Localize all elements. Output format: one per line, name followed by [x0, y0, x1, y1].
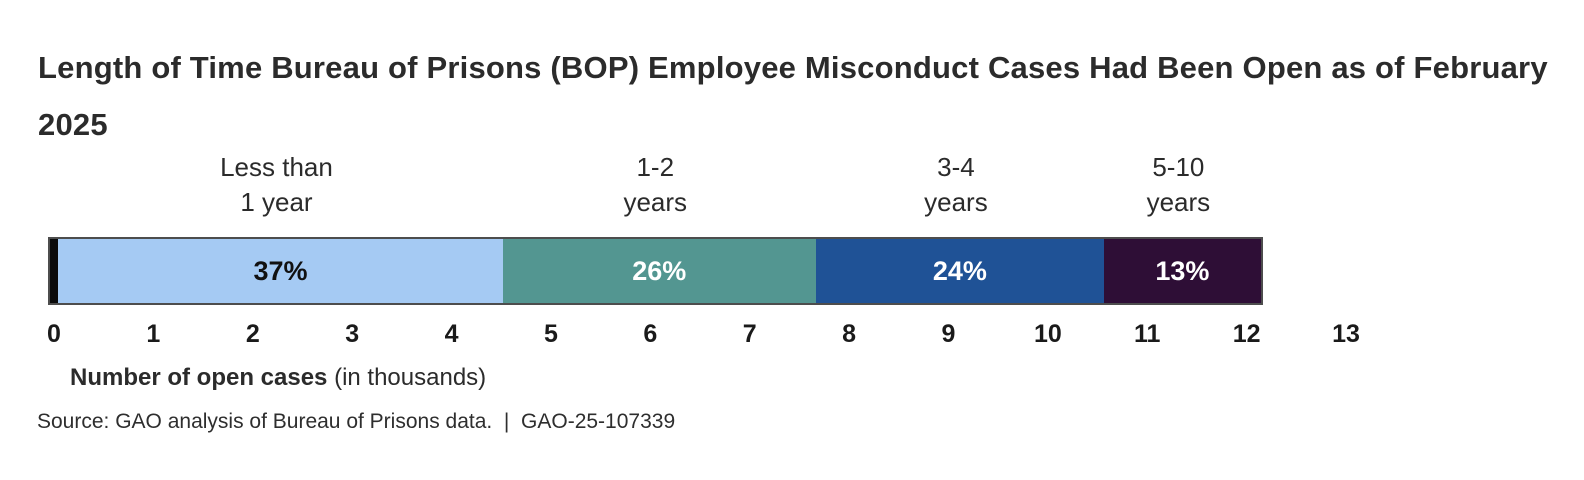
chart-title-line-1: Length of Time Bureau of Prisons (BOP) E…: [38, 49, 1548, 85]
segment-value-label: 37%: [253, 255, 308, 286]
category-label-less-than-1-year: Less than 1 year: [156, 150, 396, 220]
category-label-5-10-years: 5-10 years: [1058, 150, 1298, 220]
category-label-line: 3-4: [937, 152, 975, 182]
x-tick-12: 12: [1232, 320, 1261, 348]
x-tick-6: 6: [643, 320, 658, 348]
x-tick-2: 2: [245, 320, 260, 348]
x-tick-5: 5: [543, 320, 558, 348]
x-axis-label: Number of open cases (in thousands): [70, 364, 486, 392]
x-tick-0: 0: [47, 320, 61, 348]
category-label-line: years: [1146, 187, 1211, 217]
x-tick-13: 13: [1332, 320, 1360, 348]
category-label-3-4-years: 3-4 years: [836, 150, 1076, 220]
bar-segment-3-4-years: 24%: [815, 239, 1105, 303]
x-tick-8: 8: [842, 320, 857, 348]
x-tick-3: 3: [345, 320, 360, 348]
chart-title: Length of Time Bureau of Prisons (BOP) E…: [38, 39, 1558, 153]
x-axis-label-note: (in thousands): [327, 364, 487, 391]
x-tick-1: 1: [146, 320, 161, 348]
category-label-line: Less than: [220, 152, 333, 182]
segment-value-label: 24%: [932, 255, 987, 286]
x-tick-11: 11: [1134, 320, 1161, 348]
category-label-1-2-years: 1-2 years: [535, 150, 775, 220]
segment-value-label: 26%: [632, 255, 687, 286]
axis-zero-marker: [50, 239, 58, 303]
bar-segment-less-than-1-year: 37%: [58, 239, 503, 303]
x-tick-10: 10: [1033, 320, 1062, 348]
x-tick-4: 4: [444, 320, 459, 348]
category-label-line: 1-2: [636, 152, 675, 182]
x-tick-9: 9: [941, 320, 956, 348]
category-label-line: years: [623, 187, 688, 217]
chart-title-line-2: 2025: [38, 106, 108, 142]
source-note: Source: GAO analysis of Bureau of Prison…: [37, 410, 676, 433]
category-label-line: years: [924, 187, 988, 217]
segment-value-label: 13%: [1155, 255, 1210, 286]
category-label-line: 1 year: [240, 187, 313, 217]
category-label-line: 5-10: [1152, 152, 1205, 182]
bar-segment-1-2-years: 26%: [502, 239, 816, 303]
bar-segment-5-10-years: 13%: [1104, 239, 1261, 303]
x-tick-7: 7: [742, 320, 757, 348]
x-axis-label-bold: Number of open cases: [70, 364, 328, 391]
stacked-bar: 37% 26% 24% 13%: [48, 237, 1263, 305]
